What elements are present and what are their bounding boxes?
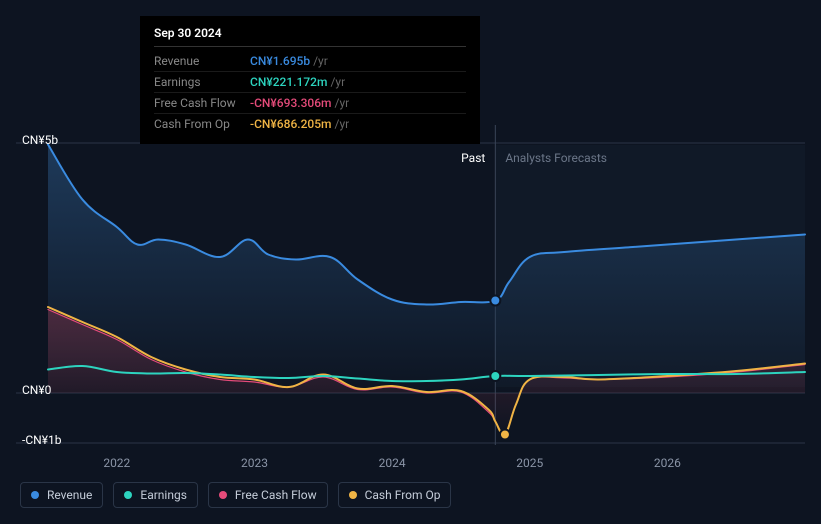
legend-dot-icon [124, 491, 132, 499]
marker-cashfromop [500, 430, 510, 440]
tooltip-unit: /yr [330, 75, 345, 89]
x-axis-label: 2024 [379, 456, 406, 470]
legend-item-revenue[interactable]: Revenue [20, 482, 103, 508]
forecast-label: Analysts Forecasts [505, 151, 607, 165]
legend-dot-icon [219, 491, 227, 499]
x-axis-label: 2023 [241, 456, 268, 470]
chart-legend: Revenue Earnings Free Cash Flow Cash From O… [20, 482, 451, 508]
legend-item-cashfromop[interactable]: Cash From Op [338, 482, 452, 508]
legend-label: Cash From Op [365, 488, 441, 502]
chart-tooltip: Sep 30 2024 RevenueCN¥1.695b/yrEarningsC… [140, 16, 480, 144]
tooltip-label: Cash From Op [154, 117, 250, 131]
tooltip-row: Cash From Op-CN¥686.205m/yr [154, 114, 466, 134]
legend-item-freecashflow[interactable]: Free Cash Flow [208, 482, 328, 508]
tooltip-row: Free Cash Flow-CN¥693.306m/yr [154, 93, 466, 114]
legend-dot-icon [349, 491, 357, 499]
x-axis-label: 2025 [516, 456, 543, 470]
financials-chart[interactable]: CN¥5b CN¥0 -CN¥1b 2022 2023 2024 2025 2026 Past A… [16, 125, 805, 470]
tooltip-label: Earnings [154, 75, 250, 89]
legend-item-earnings[interactable]: Earnings [113, 482, 198, 508]
legend-label: Free Cash Flow [235, 488, 317, 502]
marker-earnings [490, 371, 500, 381]
tooltip-row: EarningsCN¥221.172m/yr [154, 72, 466, 93]
tooltip-unit: /yr [335, 117, 350, 131]
tooltip-value: -CN¥686.205m [250, 117, 332, 131]
tooltip-value: CN¥221.172m [250, 75, 327, 89]
tooltip-value: CN¥1.695b [250, 54, 310, 68]
tooltip-unit: /yr [313, 54, 328, 68]
legend-label: Earnings [140, 488, 187, 502]
tooltip-value: -CN¥693.306m [250, 96, 332, 110]
y-axis-label: -CN¥1b [22, 433, 61, 447]
legend-label: Revenue [47, 488, 92, 502]
y-axis-label: CN¥0 [22, 383, 51, 397]
marker-revenue [490, 296, 500, 306]
tooltip-label: Free Cash Flow [154, 96, 250, 110]
tooltip-date: Sep 30 2024 [154, 26, 466, 47]
tooltip-label: Revenue [154, 54, 250, 68]
tooltip-row: RevenueCN¥1.695b/yr [154, 51, 466, 72]
x-axis-label: 2026 [654, 456, 681, 470]
past-label: Past [461, 151, 485, 165]
y-axis-label: CN¥5b [22, 133, 58, 147]
legend-dot-icon [31, 491, 39, 499]
tooltip-unit: /yr [335, 96, 350, 110]
x-axis-label: 2022 [103, 456, 130, 470]
